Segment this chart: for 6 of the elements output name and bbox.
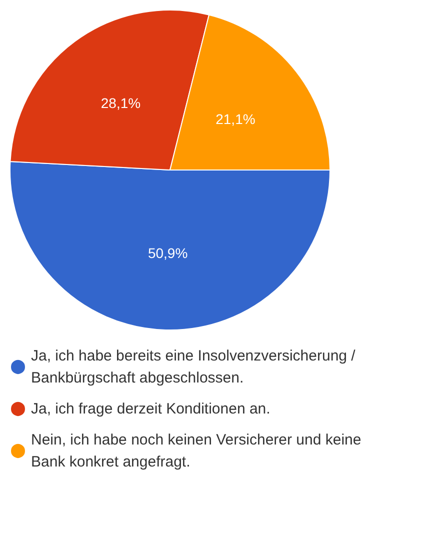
data-label: 50,9%	[148, 244, 188, 261]
legend-label: Ja, ich habe bereits eine Insolvenzversicherung / Bankbürgschaft abgeschlossen.	[31, 348, 360, 386]
data-label: 21,1%	[216, 110, 256, 127]
legend-label: Nein, ich habe noch keinen Versicherer und keine Bank konkret angefragt.	[31, 432, 366, 470]
data-label: 28,1%	[100, 95, 141, 112]
legend-label: Ja, ich frage derzeit Konditionen an.	[31, 400, 270, 418]
